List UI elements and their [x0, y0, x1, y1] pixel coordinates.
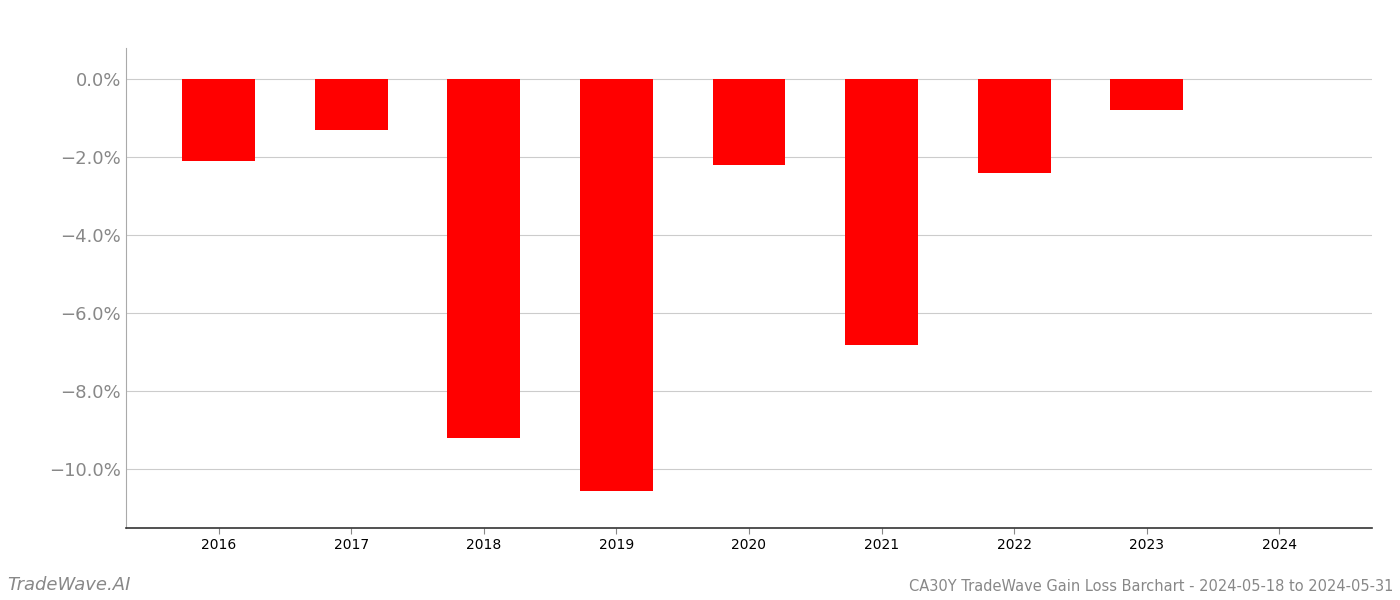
Bar [315, 79, 388, 130]
Text: CA30Y TradeWave Gain Loss Barchart - 2024-05-18 to 2024-05-31: CA30Y TradeWave Gain Loss Barchart - 202… [909, 579, 1393, 594]
Text: TradeWave.AI: TradeWave.AI [7, 576, 130, 594]
Bar [448, 79, 521, 438]
Bar [1110, 79, 1183, 110]
Bar [977, 79, 1050, 173]
Bar [182, 79, 255, 161]
Bar [846, 79, 918, 344]
Bar [580, 79, 652, 491]
Bar [713, 79, 785, 165]
